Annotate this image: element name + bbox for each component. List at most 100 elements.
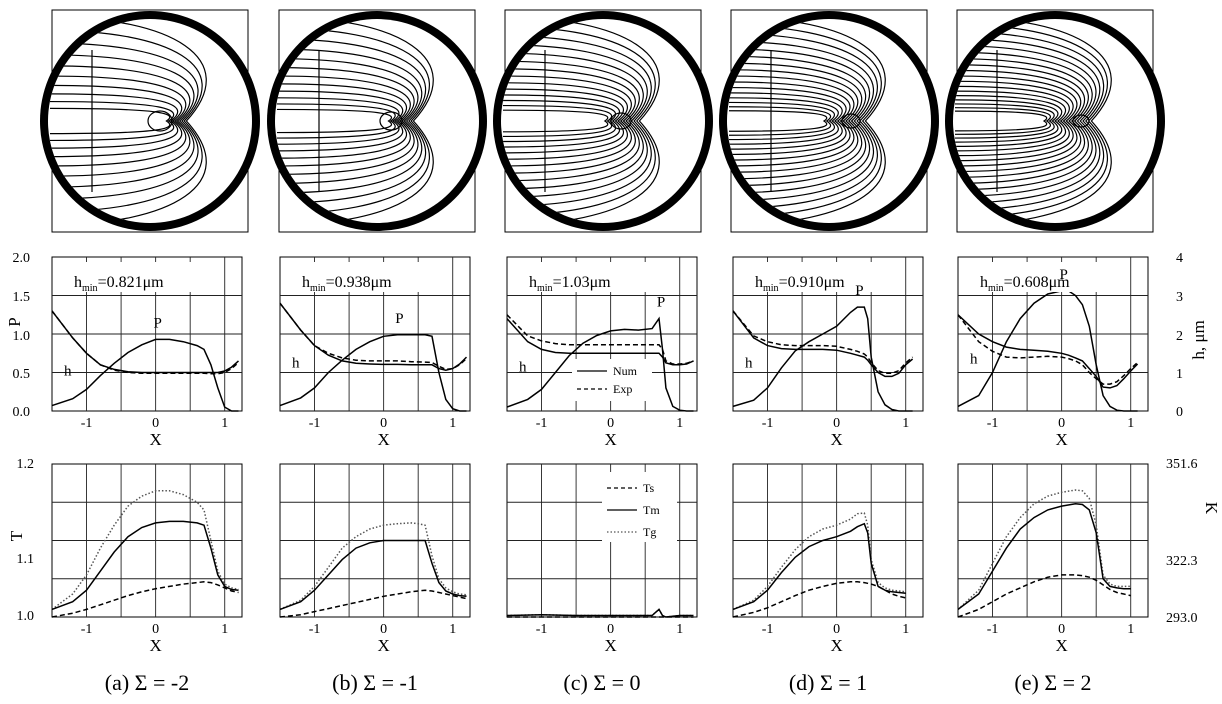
ph-plot: hmin=1.03μmPh-1 0 1XNumExp [507, 257, 697, 449]
x-tick-label: -1 [81, 416, 93, 431]
panel-caption: (b) Σ = -1 [332, 670, 418, 695]
h-tick-label: 4 [1176, 251, 1183, 266]
x-tick-label: -1 [536, 622, 548, 637]
x-axis-title: X [1055, 430, 1067, 449]
panel-captions: (a) Σ = -2 (b) Σ = -1 (c) Σ = 0 (d) Σ = 1 (e… [105, 670, 1092, 695]
x-axis-title: X [377, 636, 389, 655]
legend-label: Tm [643, 503, 660, 517]
contour-map [719, 10, 939, 232]
x-tick-label: 0 [380, 416, 387, 431]
h-curve-label: h [519, 359, 527, 375]
t-tick-label: 1.1 [17, 552, 35, 567]
x-tick-label: 0 [1058, 416, 1065, 431]
x-tick-label: 1 [1127, 622, 1134, 637]
x-tick-label: -1 [536, 416, 548, 431]
x-tick-label: 1 [449, 416, 456, 431]
p-curve-label: P [1059, 267, 1067, 283]
x-tick-label: -1 [309, 622, 321, 637]
x-tick-label: 1 [676, 622, 683, 637]
h-curve-label: h [745, 356, 753, 372]
x-tick-label: 0 [833, 416, 840, 431]
k-tick-label: 293.0 [1166, 611, 1198, 626]
x-tick-label: 0 [833, 622, 840, 637]
t-plot: -1 0 1 X [280, 464, 470, 655]
h-curve-label: h [970, 352, 978, 368]
contour-map [267, 10, 487, 232]
p-curve-label: P [153, 315, 161, 331]
panel-caption: (a) Σ = -2 [105, 670, 189, 695]
p-axis-title: P [5, 317, 24, 326]
h-axis-title: h, μm [1189, 320, 1208, 359]
ph-legend: NumExp [572, 359, 652, 401]
x-tick-label: 1 [902, 622, 909, 637]
x-tick-label: -1 [762, 416, 774, 431]
ph-plot: hmin=0.910μmPh-1 0 1X [733, 257, 923, 449]
t-tick-label: 1.0 [17, 609, 35, 624]
panel-caption: (d) Σ = 1 [789, 670, 867, 695]
x-tick-label: 1 [902, 416, 909, 431]
x-tick-label: 1 [221, 622, 228, 637]
x-axis-title: X [149, 430, 161, 449]
h-tick-label: 2 [1176, 329, 1183, 344]
x-tick-label: -1 [309, 416, 321, 431]
x-tick-label: 1 [1127, 416, 1134, 431]
x-tick-label: 1 [676, 416, 683, 431]
x-tick-label: 0 [380, 622, 387, 637]
contour-map [945, 10, 1165, 232]
p-tick-label: 2.0 [13, 251, 31, 266]
h-tick-label: 3 [1176, 290, 1183, 305]
p-tick-label: 0.5 [13, 367, 31, 382]
t-tick-label: 1.2 [17, 457, 35, 472]
panel-caption: (c) Σ = 0 [563, 670, 640, 695]
x-axis-title: X [149, 636, 161, 655]
h-curve-label: h [292, 356, 300, 372]
legend-box [572, 359, 652, 401]
k-tick-label: 351.6 [1166, 457, 1198, 472]
temperature-plots: -1 0 1 X -1 0 1 X -1 0 1 X Ts Tm Tg -1 0 1 X -1 0 1 X [52, 464, 1148, 655]
contour-disk [48, 19, 252, 223]
x-axis-title: X [830, 636, 842, 655]
p-tick-label: 1.0 [13, 329, 31, 344]
contour-map [493, 10, 713, 232]
ph-plot: hmin=0.938μm Ph -1 0 1 X [280, 257, 470, 449]
ph-plot: hmin=0.608μmPh-1 0 1X [958, 257, 1148, 449]
legend-label: Tg [643, 525, 656, 539]
x-tick-label: 0 [607, 416, 614, 431]
contour-maps [40, 10, 1165, 232]
x-tick-label: -1 [987, 622, 999, 637]
h-curve-label: h [64, 363, 72, 379]
x-axis-title: X [377, 430, 389, 449]
x-tick-label: 0 [152, 622, 159, 637]
legend-label: Num [613, 364, 638, 378]
x-axis-title: X [1055, 636, 1067, 655]
p-tick-label: 0.0 [13, 405, 31, 420]
contour-disk [501, 19, 705, 223]
t-axis-title: T [7, 530, 26, 541]
x-axis-title: X [604, 430, 616, 449]
t-legend: Ts Tm Tg [602, 472, 677, 542]
k-axis-title: K [1202, 502, 1221, 515]
legend-label: Ts [643, 481, 654, 495]
panel-caption: (e) Σ = 2 [1014, 670, 1091, 695]
t-plot: -1 0 1 X [52, 464, 242, 655]
x-tick-label: 0 [607, 622, 614, 637]
p-curve-label: P [855, 283, 863, 299]
t-plot: -1 0 1 X [958, 464, 1148, 655]
x-tick-label: 0 [152, 416, 159, 431]
x-tick-label: -1 [81, 622, 93, 637]
k-tick-label: 322.3 [1166, 554, 1198, 569]
x-tick-label: 0 [1058, 622, 1065, 637]
h-tick-label: 1 [1176, 367, 1183, 382]
p-tick-label: 1.5 [13, 290, 31, 305]
ph-plot: hmin=0.821μmPh-1 0 1X [52, 257, 242, 449]
p-curve-label: P [395, 311, 403, 327]
x-axis-title: X [830, 430, 842, 449]
contour-map [40, 10, 260, 232]
p-curve-label: P [657, 295, 665, 311]
t-plot: -1 0 1 X [733, 464, 923, 655]
x-tick-label: -1 [987, 416, 999, 431]
x-tick-label: -1 [762, 622, 774, 637]
x-axis-title: X [604, 636, 616, 655]
